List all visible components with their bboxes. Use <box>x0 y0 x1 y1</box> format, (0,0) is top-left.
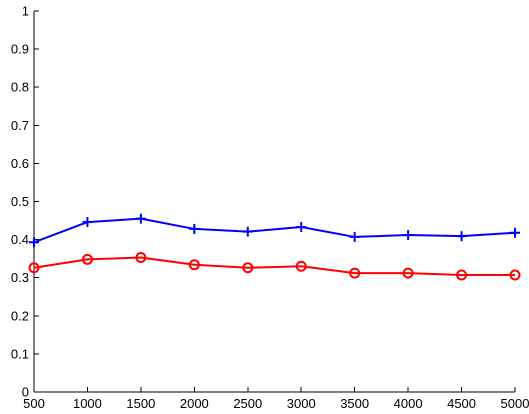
x-tick-label: 500 <box>23 396 45 411</box>
plus-marker <box>189 223 200 234</box>
circle-marker <box>402 267 414 279</box>
y-tick-label: 0.1 <box>11 346 29 361</box>
x-tick-label: 3000 <box>287 396 316 411</box>
y-tick-label: 0.9 <box>11 42 29 57</box>
series-line <box>33 256 515 277</box>
plus-marker <box>510 227 520 238</box>
x-tick-label: 5000 <box>501 396 529 411</box>
series-0 <box>29 213 520 248</box>
x-tick-label: 4000 <box>394 396 423 411</box>
y-tick-label: 0.7 <box>11 118 29 133</box>
plus-marker <box>82 217 93 228</box>
circle-marker <box>135 252 147 264</box>
series-layer <box>28 213 521 281</box>
x-axis-ticks: 500 1000 1500 2000 2500 3000 3500 4000 4500 5000 <box>23 387 529 411</box>
x-tick-label: 2500 <box>233 396 262 411</box>
plus-marker <box>29 237 39 248</box>
circle-marker <box>456 269 468 281</box>
y-tick-label: 0.5 <box>11 194 29 209</box>
x-tick-label: 3500 <box>340 396 369 411</box>
plus-marker <box>242 226 253 237</box>
x-tick-label: 4500 <box>447 396 476 411</box>
y-tick-label: 0.2 <box>11 308 29 323</box>
series-line <box>33 217 516 244</box>
plus-marker <box>135 213 146 224</box>
axes <box>33 11 515 393</box>
y-tick-label: 0.3 <box>11 270 29 285</box>
x-tick-label: 2000 <box>180 396 209 411</box>
y-tick-label: 0.4 <box>11 232 29 247</box>
y-tick-label: 0 <box>22 385 29 400</box>
y-tick-label: 1 <box>22 4 29 19</box>
circle-marker <box>28 262 40 274</box>
y-axis-ticks: 0 0.1 0.2 0.3 0.4 0.5 0.6 0.7 0.8 0.9 1 <box>11 4 39 400</box>
x-tick-label: 1000 <box>73 396 102 411</box>
y-tick-label: 0.6 <box>11 156 29 171</box>
circle-marker <box>242 262 254 274</box>
y-tick-label: 0.8 <box>11 80 29 95</box>
x-tick-label: 1500 <box>126 396 155 411</box>
plus-marker <box>456 231 467 242</box>
circle-marker <box>349 267 361 279</box>
circle-marker <box>509 269 521 281</box>
plus-marker <box>403 230 414 241</box>
plus-marker <box>296 222 307 233</box>
circle-marker <box>81 253 93 265</box>
circle-marker <box>188 259 200 271</box>
circle-marker <box>295 260 307 272</box>
plus-marker <box>349 231 360 242</box>
series-1 <box>28 252 521 281</box>
